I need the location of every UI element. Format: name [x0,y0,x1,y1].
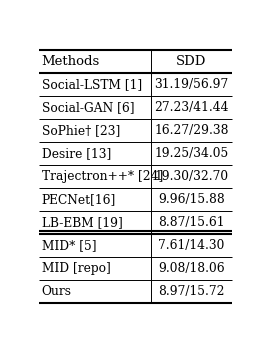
Text: 8.97/15.72: 8.97/15.72 [158,285,225,299]
Text: 19.30/32.70: 19.30/32.70 [154,170,229,183]
Text: 9.08/18.06: 9.08/18.06 [158,262,225,275]
Text: 7.61/14.30: 7.61/14.30 [158,239,225,252]
Text: Trajectron++* [24]: Trajectron++* [24] [42,170,163,183]
Text: PECNet[16]: PECNet[16] [42,193,116,206]
Text: LB-EBM [19]: LB-EBM [19] [42,216,122,229]
Text: Social-LSTM [1]: Social-LSTM [1] [42,78,142,91]
Text: 31.19/56.97: 31.19/56.97 [154,78,229,91]
Text: 19.25/34.05: 19.25/34.05 [154,147,229,160]
Text: SDD: SDD [176,55,206,68]
Text: Desire [13]: Desire [13] [42,147,111,160]
Text: MID* [5]: MID* [5] [42,239,96,252]
Text: MID [repo]: MID [repo] [42,262,110,275]
Text: Social-GAN [6]: Social-GAN [6] [42,101,134,114]
Text: 27.23/41.44: 27.23/41.44 [154,101,229,114]
Text: 9.96/15.88: 9.96/15.88 [158,193,225,206]
Text: Ours: Ours [42,285,72,299]
Text: 8.87/15.61: 8.87/15.61 [158,216,225,229]
Text: SoPhie† [23]: SoPhie† [23] [42,124,120,137]
Text: 16.27/29.38: 16.27/29.38 [154,124,229,137]
Text: Methods: Methods [42,55,100,68]
